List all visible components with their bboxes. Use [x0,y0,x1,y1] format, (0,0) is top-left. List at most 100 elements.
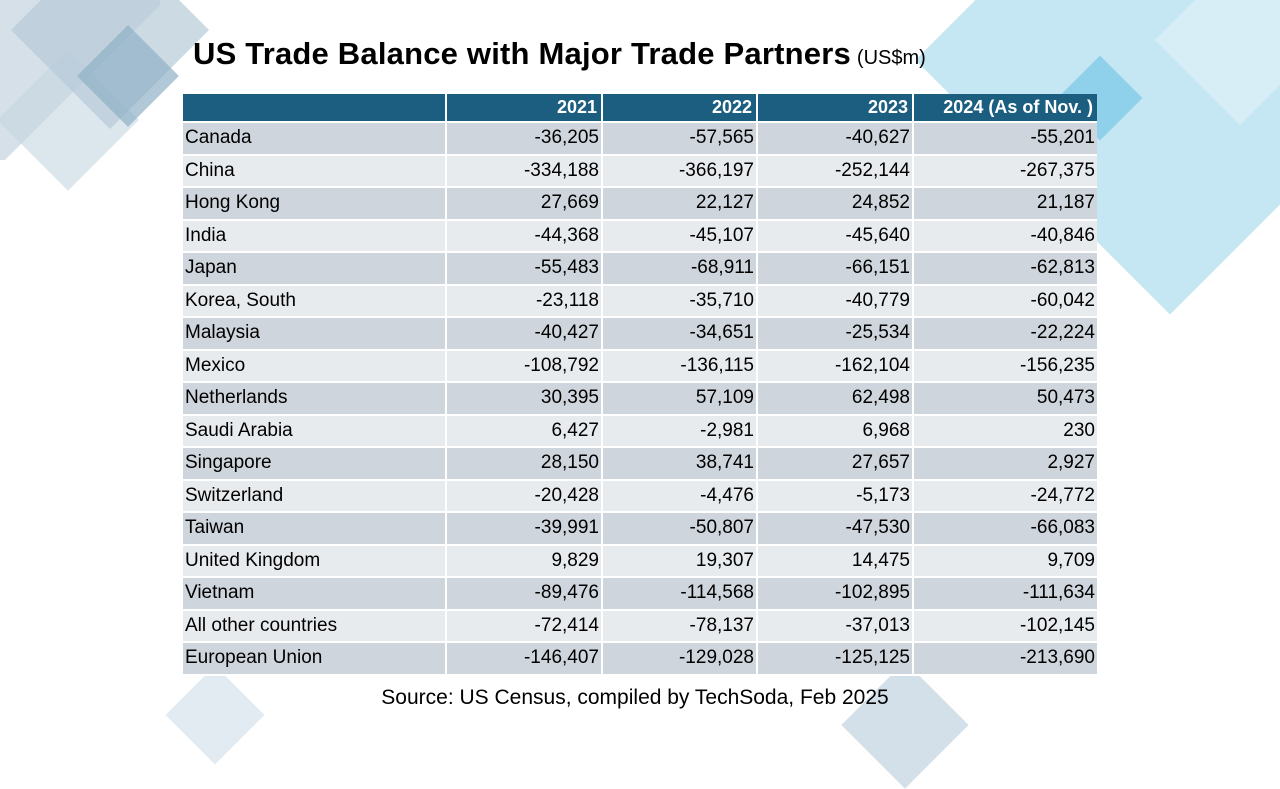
value-cell: -111,634 [913,577,1097,611]
value-cell: -136,115 [602,349,758,383]
country-cell: United Kingdom [183,544,447,578]
value-cell: -23,118 [446,284,603,318]
country-cell: Korea, South [183,284,447,318]
country-cell: Japan [183,252,447,286]
country-cell: Taiwan [183,512,447,546]
value-cell: 22,127 [602,187,758,221]
value-cell: 19,307 [602,544,758,578]
value-cell: 9,709 [913,544,1097,578]
value-cell: 30,395 [446,382,603,416]
value-cell: -37,013 [757,609,914,643]
value-cell: -5,173 [757,479,914,513]
decor-diamond [165,665,265,765]
value-cell: -45,107 [602,219,758,253]
value-cell: 24,852 [757,187,914,221]
value-cell: -146,407 [446,642,603,676]
value-cell: -24,772 [913,479,1097,513]
table-header-row: 2021 2022 2023 2024 (As of Nov. ) [183,94,1097,123]
table-row: Switzerland -20,428 -4,476 -5,173 -24,772 [183,479,1097,513]
value-cell: -62,813 [913,252,1097,286]
value-cell: -129,028 [602,642,758,676]
value-cell: -50,807 [602,512,758,546]
value-cell: -55,201 [913,122,1097,156]
country-cell: Switzerland [183,479,447,513]
value-cell: -102,895 [757,577,914,611]
value-cell: 50,473 [913,382,1097,416]
country-cell: Canada [183,122,447,156]
value-cell: -35,710 [602,284,758,318]
table-row: Korea, South -23,118 -35,710 -40,779 -60,042 [183,284,1097,318]
country-cell: Saudi Arabia [183,414,447,448]
country-cell: Mexico [183,349,447,383]
country-cell: Vietnam [183,577,447,611]
slide-title: US Trade Balance with Major Trade Partne… [193,36,926,72]
country-cell: Netherlands [183,382,447,416]
value-cell: 62,498 [757,382,914,416]
value-cell: -2,981 [602,414,758,448]
country-cell: All other countries [183,609,447,643]
title-unit: (US$m) [856,47,926,69]
header-2022: 2022 [602,94,758,123]
value-cell: 9,829 [446,544,603,578]
value-cell: 6,968 [757,414,914,448]
table-row: Singapore 28,150 38,741 27,657 2,927 [183,447,1097,481]
value-cell: 38,741 [602,447,758,481]
value-cell: -45,640 [757,219,914,253]
value-cell: 27,657 [757,447,914,481]
source-note: Source: US Census, compiled by TechSoda,… [381,686,889,709]
value-cell: -78,137 [602,609,758,643]
decor-diamond [841,661,969,789]
value-cell: -47,530 [757,512,914,546]
value-cell: -36,205 [446,122,603,156]
value-cell: -366,197 [602,154,758,188]
table-body: Canada -36,205 -57,565 -40,627 -55,201 China -… [183,122,1097,676]
value-cell: -25,534 [757,317,914,351]
value-cell: -125,125 [757,642,914,676]
country-cell: Singapore [183,447,447,481]
value-cell: -39,991 [446,512,603,546]
table-row: Vietnam -89,476 -114,568 -102,895 -111,634 [183,577,1097,611]
header-2024: 2024 (As of Nov. ) [913,94,1097,123]
value-cell: -34,651 [602,317,758,351]
value-cell: -334,188 [446,154,603,188]
value-cell: -44,368 [446,219,603,253]
value-cell: -102,145 [913,609,1097,643]
value-cell: -156,235 [913,349,1097,383]
table-row: All other countries -72,414 -78,137 -37,013… [183,609,1097,643]
table-row: China -334,188 -366,197 -252,144 -267,375 [183,154,1097,188]
value-cell: 2,927 [913,447,1097,481]
value-cell: -66,151 [757,252,914,286]
table-row: Netherlands 30,395 57,109 62,498 50,473 [183,382,1097,416]
table-row: Taiwan -39,991 -50,807 -47,530 -66,083 [183,512,1097,546]
value-cell: -4,476 [602,479,758,513]
table-row: Japan -55,483 -68,911 -66,151 -62,813 [183,252,1097,286]
country-cell: Malaysia [183,317,447,351]
value-cell: -252,144 [757,154,914,188]
header-2023: 2023 [757,94,914,123]
table-row: Hong Kong 27,669 22,127 24,852 21,187 [183,187,1097,221]
value-cell: -57,565 [602,122,758,156]
header-country [183,94,447,123]
table-row: Canada -36,205 -57,565 -40,627 -55,201 [183,122,1097,156]
value-cell: -68,911 [602,252,758,286]
value-cell: -40,627 [757,122,914,156]
value-cell: 28,150 [446,447,603,481]
value-cell: -213,690 [913,642,1097,676]
table-row: Mexico -108,792 -136,115 -162,104 -156,235 [183,349,1097,383]
value-cell: -108,792 [446,349,603,383]
value-cell: -40,846 [913,219,1097,253]
table-row: United Kingdom 9,829 19,307 14,475 9,709 [183,544,1097,578]
country-cell: India [183,219,447,253]
header-2021: 2021 [446,94,603,123]
title-text: US Trade Balance with Major Trade Partne… [193,36,851,71]
value-cell: -72,414 [446,609,603,643]
value-cell: -60,042 [913,284,1097,318]
trade-balance-table: 2021 2022 2023 2024 (As of Nov. ) Canada… [183,94,1097,676]
value-cell: -40,779 [757,284,914,318]
value-cell: -114,568 [602,577,758,611]
value-cell: 14,475 [757,544,914,578]
country-cell: China [183,154,447,188]
table-row: India -44,368 -45,107 -45,640 -40,846 [183,219,1097,253]
value-cell: -20,428 [446,479,603,513]
table-row: Saudi Arabia 6,427 -2,981 6,968 230 [183,414,1097,448]
